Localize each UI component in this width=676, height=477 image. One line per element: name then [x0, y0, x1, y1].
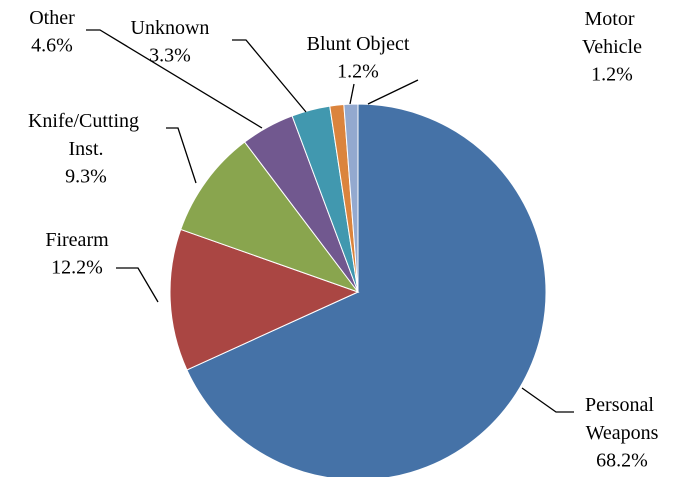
slice-label: Personal Weapons — [585, 394, 659, 444]
slice-value-label: 68.2% — [596, 450, 648, 472]
slice-value-label: 12.2% — [51, 257, 103, 279]
pie-slice — [186, 103, 547, 477]
leader-line — [367, 79, 419, 105]
slice-label: Unknown — [131, 17, 210, 39]
leader-line — [116, 267, 159, 303]
slice-label-line: Firearm — [45, 229, 109, 251]
slice-label-line: Knife/Cutting — [28, 110, 144, 132]
slice-value-label: 4.6% — [31, 35, 73, 57]
leader-line — [521, 387, 574, 413]
slice-label: Motor Vehicle — [582, 8, 642, 58]
slice-label-line: Unknown — [131, 17, 210, 39]
slice-label-line: Weapons — [586, 422, 659, 444]
pie-slice — [343, 103, 359, 293]
slice-value-label: 9.3% — [65, 166, 107, 188]
leader-line — [349, 83, 355, 105]
slice-label-line: Vehicle — [582, 36, 642, 58]
pie-slice — [169, 228, 360, 371]
pie-slice — [180, 141, 360, 294]
slice-label-line: Blunt Object — [307, 33, 410, 55]
leader-line — [166, 127, 197, 184]
slice-label-line: Personal — [585, 394, 659, 416]
slice-label: Other — [29, 7, 75, 29]
slice-label: Knife/Cutting Inst. — [28, 110, 144, 160]
slice-value-label: 1.2% — [591, 64, 633, 86]
slice-label-line: Other — [29, 7, 75, 29]
slice-label-line: Inst. — [69, 138, 104, 160]
leader-line — [86, 29, 263, 129]
leader-line — [232, 39, 307, 113]
slice-label-line: Motor — [585, 8, 640, 30]
slice-label: Blunt Object — [307, 33, 410, 55]
slice-value-label: 1.2% — [337, 61, 379, 83]
slice-label: Firearm — [45, 229, 109, 251]
slice-value-label: 3.3% — [149, 45, 191, 67]
